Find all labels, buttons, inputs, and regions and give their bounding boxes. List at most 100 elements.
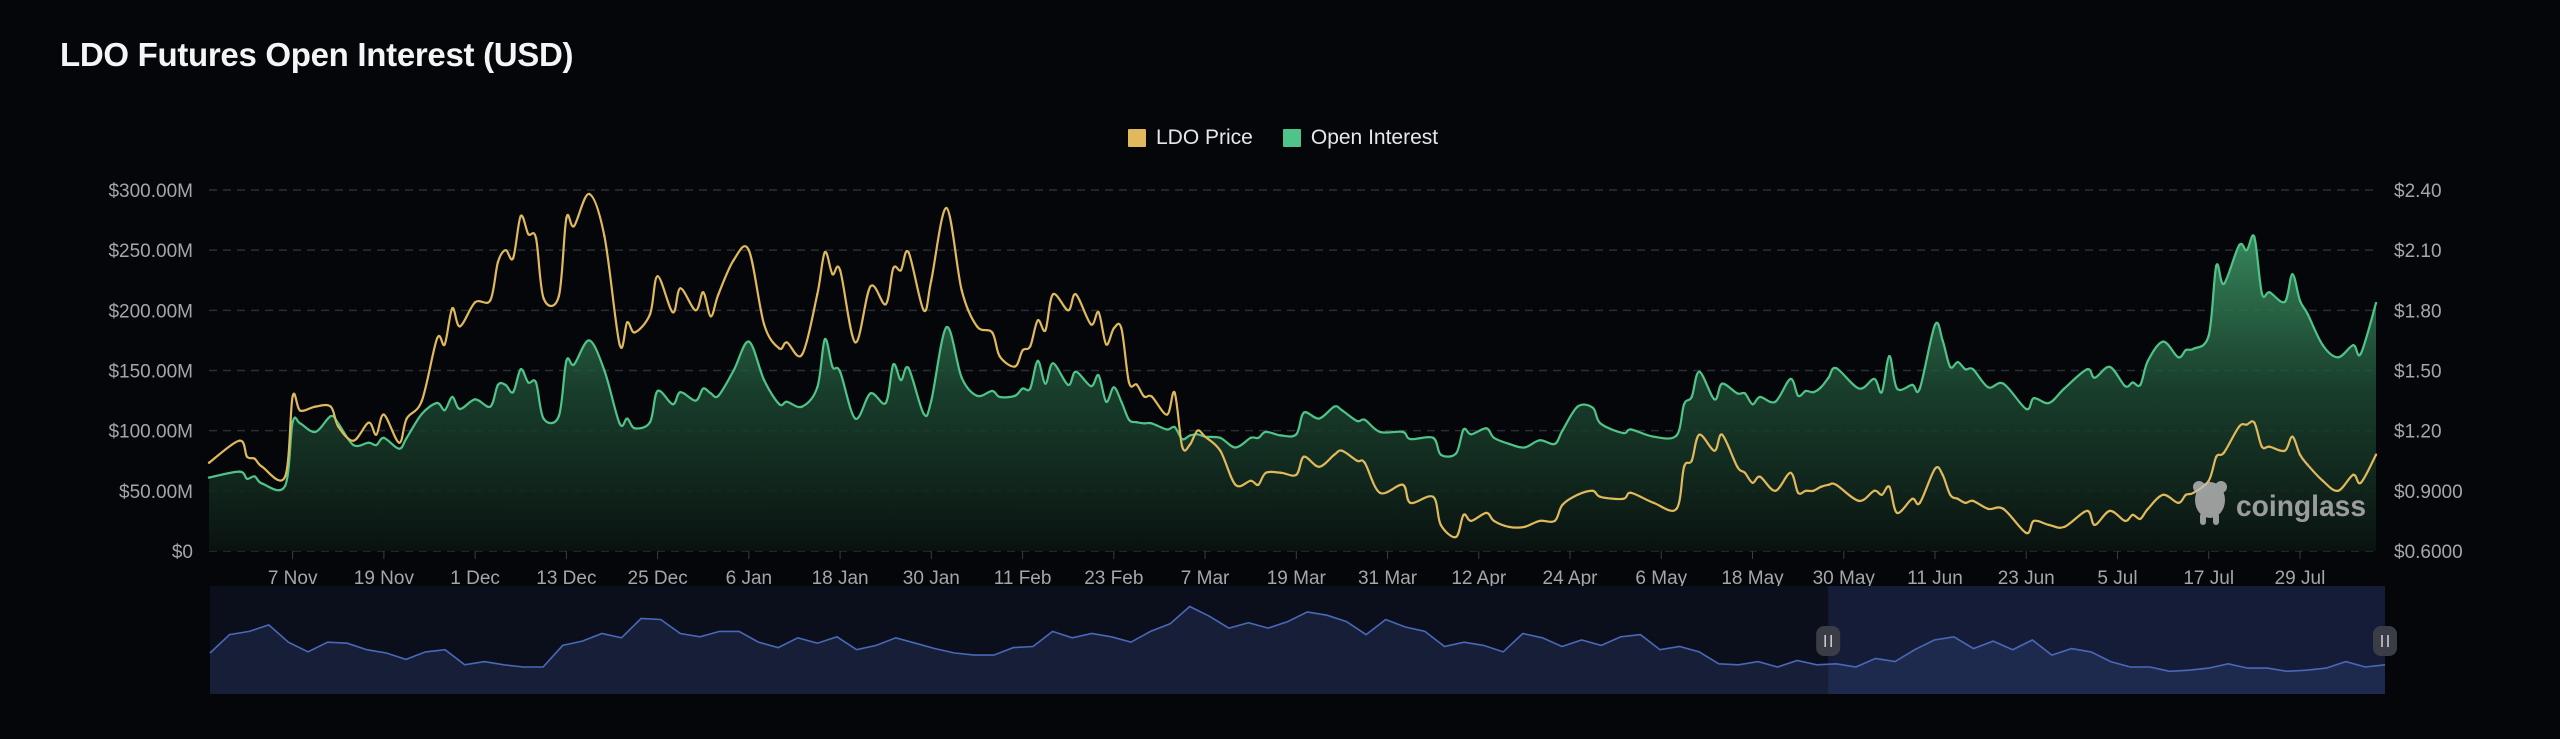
open-interest-point [1804, 389, 1807, 393]
navigator-handle-right[interactable] [2373, 626, 2397, 656]
ldo-price-point [1264, 471, 1268, 474]
legend-item-open-interest[interactable]: Open Interest [1282, 126, 1438, 150]
open-interest-point [869, 392, 872, 395]
y-left-tick-label: $250.00M [108, 241, 193, 262]
ldo-price-point [527, 232, 530, 236]
ldo-price-point [1249, 479, 1252, 483]
ldo-price-point [1074, 293, 1078, 296]
ldo-price-point [1774, 489, 1777, 493]
y-left-tick-label: $100.00M [108, 422, 193, 443]
open-interest-point [2146, 359, 2150, 363]
open-interest-point [2321, 344, 2324, 347]
open-interest-point [618, 422, 621, 425]
x-tick-label: 23 Jun [1998, 568, 2055, 589]
legend-label-ldo-price: LDO Price [1156, 126, 1253, 149]
y-right-tick-label: $0.9000 [2394, 482, 2463, 503]
open-interest-point [2291, 273, 2294, 276]
ldo-price-point [1492, 519, 1496, 523]
ldo-price-point [1857, 499, 1861, 503]
ldo-price-point [329, 405, 332, 408]
ldo-price-point [2291, 435, 2294, 438]
open-interest-point [2093, 376, 2096, 379]
open-interest-swatch [1282, 129, 1301, 147]
open-interest-point [1036, 359, 1039, 363]
ldo-price-point [1812, 489, 1815, 493]
ldo-price-point [1622, 497, 1625, 501]
ldo-price-point [1591, 489, 1595, 493]
open-interest-point [1796, 394, 1800, 397]
ldo-price-point [1439, 523, 1442, 527]
open-interest-point [352, 443, 355, 447]
open-interest-point [1431, 436, 1435, 440]
x-tick-label: 6 May [1635, 568, 1687, 589]
ldo-price-point [1044, 329, 1047, 332]
open-interest-point [337, 422, 340, 425]
navigator-selection[interactable] [1828, 586, 2385, 694]
ldo-price-point [1599, 495, 1602, 499]
open-interest-point [671, 402, 675, 406]
ldo-price-point [800, 353, 804, 356]
ldo-price-point [1234, 483, 1237, 487]
ldo-price-point [458, 325, 462, 328]
open-interest-point [2032, 396, 2036, 400]
plot-area[interactable] [207, 192, 2378, 551]
ldo-price-point [1629, 491, 1633, 495]
handle-grip[interactable] [2373, 626, 2397, 656]
ldo-price-point [945, 206, 948, 210]
legend: LDO Price Open Interest [1128, 126, 1468, 150]
open-interest-point [2207, 334, 2210, 337]
ldo-price-point [2047, 523, 2051, 527]
navigator[interactable] [209, 586, 2397, 694]
ldo-price-point [1523, 525, 1526, 529]
open-interest-point [2215, 264, 2218, 268]
x-tick-label: 17 Jul [2183, 568, 2234, 589]
open-interest-point [1523, 446, 1526, 449]
ldo-price-point [2063, 525, 2066, 529]
open-interest-point [709, 392, 713, 395]
x-tick-label: 19 Mar [1267, 568, 1327, 589]
open-interest-point [945, 325, 948, 329]
x-tick-label: 11 Jun [1907, 568, 1963, 589]
ldo-price-point [238, 439, 241, 442]
open-interest-point [1949, 365, 1952, 369]
y-left-tick-label: $150.00M [108, 362, 193, 383]
ldo-price-point [504, 248, 507, 252]
ldo-price-point [435, 337, 439, 340]
open-interest-point [1743, 392, 1747, 395]
open-interest-point [694, 399, 697, 402]
handle-grip[interactable] [1816, 626, 1841, 656]
x-tick-label: 6 Jan [726, 568, 772, 589]
x-tick-label: 18 Jan [812, 568, 869, 589]
open-interest-point [1789, 377, 1792, 381]
ldo-price-point [1378, 491, 1382, 495]
navigator-handle-left[interactable] [1816, 626, 1841, 656]
open-interest-point [732, 369, 735, 372]
ldo-price-point [823, 250, 827, 254]
open-interest-point [542, 417, 545, 420]
ldo-price-point [1675, 507, 1678, 511]
open-interest-point [1751, 402, 1754, 406]
ldo-price-point [2146, 507, 2150, 511]
open-interest-point [990, 389, 994, 393]
open-interest-point [1196, 433, 1199, 436]
ldo-price-point [869, 285, 872, 288]
open-interest-point [420, 412, 424, 416]
open-interest-point [2063, 387, 2066, 390]
open-interest-point [329, 415, 332, 418]
ldo-price-point [1120, 327, 1123, 330]
open-interest-point [1758, 395, 1762, 399]
ldo-price-point [261, 465, 264, 468]
x-tick-label: 31 Mar [1358, 568, 1418, 589]
open-interest-point [1508, 442, 1511, 446]
open-interest-point [625, 417, 629, 420]
open-interest-point [1720, 382, 1724, 385]
open-interest-point [1987, 386, 1990, 389]
open-interest-point [1279, 434, 1283, 437]
legend-item-ldo-price[interactable]: LDO Price [1128, 126, 1253, 150]
ldo-price-point [253, 457, 256, 460]
open-interest-point [291, 421, 294, 424]
ldo-price-point [397, 441, 401, 444]
x-tick-label: 12 Apr [1451, 568, 1507, 589]
ldo-price-point [762, 323, 766, 326]
ldo-price-point [245, 455, 249, 458]
